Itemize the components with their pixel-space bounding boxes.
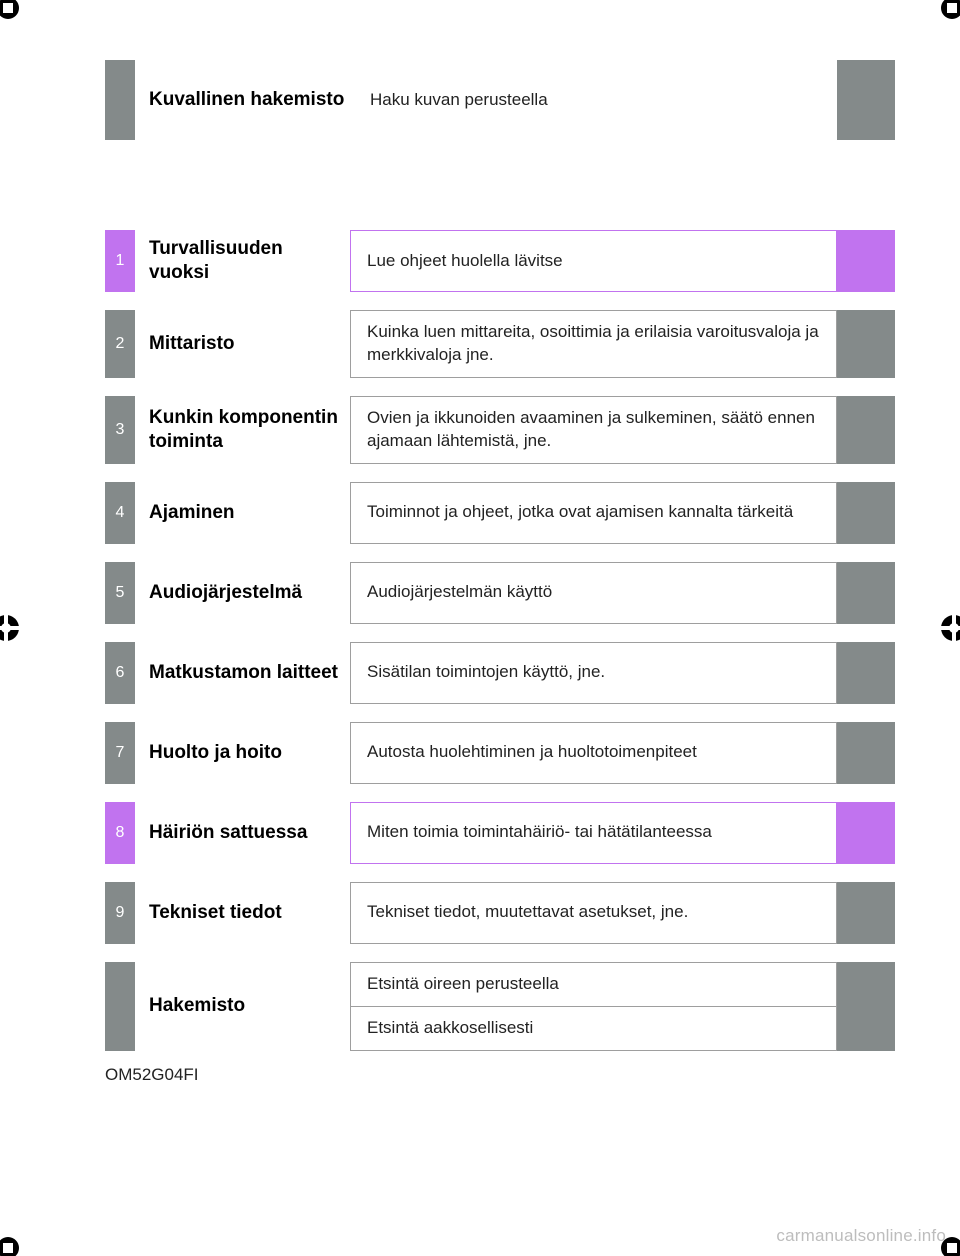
index-desc: Etsintä oireen perusteella bbox=[350, 962, 837, 1007]
section-number: 7 bbox=[105, 722, 135, 784]
index-desc: Etsintä aakkosellisesti bbox=[350, 1007, 837, 1051]
section-desc: Lue ohjeet huolella lävitse bbox=[350, 230, 837, 292]
section-end-tab bbox=[837, 310, 895, 378]
section-end-tab bbox=[837, 482, 895, 544]
section-title: Ajaminen bbox=[135, 482, 350, 544]
section-desc: Miten toimia toimintahäiriö- tai hätätil… bbox=[350, 802, 837, 864]
section-end-tab bbox=[837, 230, 895, 292]
section-row: 8 Häiriön sattuessa Miten toimia toimint… bbox=[105, 802, 895, 864]
header-title: Kuvallinen hakemisto bbox=[135, 60, 350, 140]
crop-mark-icon bbox=[0, 0, 40, 40]
section-title: Mittaristo bbox=[135, 310, 350, 378]
crop-mark-icon bbox=[920, 0, 960, 40]
section-title: Hakemisto bbox=[135, 962, 350, 1051]
section-title: Audiojärjestelmä bbox=[135, 562, 350, 624]
section-row: 1 Turvallisuuden vuoksi Lue ohjeet huole… bbox=[105, 230, 895, 292]
section-desc: Ovien ja ikkunoiden avaaminen ja sulkemi… bbox=[350, 396, 837, 464]
header-desc: Haku kuvan perusteella bbox=[350, 60, 837, 140]
section-desc: Kuinka luen mittareita, osoittimia ja er… bbox=[350, 310, 837, 378]
section-title: Tekniset tiedot bbox=[135, 882, 350, 944]
section-end-tab bbox=[837, 882, 895, 944]
section-number: 2 bbox=[105, 310, 135, 378]
section-desc: Toiminnot ja ohjeet, jotka ovat ajamisen… bbox=[350, 482, 837, 544]
section-number: 5 bbox=[105, 562, 135, 624]
crop-mark-icon bbox=[920, 608, 960, 648]
section-desc: Autosta huolehtiminen ja huoltotoimenpit… bbox=[350, 722, 837, 784]
section-title: Turvallisuuden vuoksi bbox=[135, 230, 350, 292]
section-end-tab bbox=[837, 642, 895, 704]
section-end-tab bbox=[837, 562, 895, 624]
section-end-tab bbox=[837, 802, 895, 864]
section-number: 1 bbox=[105, 230, 135, 292]
watermark-text: carmanualsonline.info bbox=[776, 1226, 946, 1246]
section-row: 7 Huolto ja hoito Autosta huolehtiminen … bbox=[105, 722, 895, 784]
header-end-tab bbox=[837, 60, 895, 140]
section-desc: Audiojärjestelmän käyttö bbox=[350, 562, 837, 624]
document-code: OM52G04FI bbox=[105, 1065, 895, 1085]
section-number: 8 bbox=[105, 802, 135, 864]
section-row: 5 Audiojärjestelmä Audiojärjestelmän käy… bbox=[105, 562, 895, 624]
index-row: Hakemisto Etsintä oireen perusteella Ets… bbox=[105, 962, 895, 1051]
page-content: Kuvallinen hakemisto Haku kuvan perustee… bbox=[105, 60, 895, 1085]
sections-list: 1 Turvallisuuden vuoksi Lue ohjeet huole… bbox=[105, 230, 895, 1051]
crop-mark-icon bbox=[0, 608, 40, 648]
section-row: 9 Tekniset tiedot Tekniset tiedot, muute… bbox=[105, 882, 895, 944]
section-row: 2 Mittaristo Kuinka luen mittareita, oso… bbox=[105, 310, 895, 378]
section-desc: Sisätilan toimintojen käyttö, jne. bbox=[350, 642, 837, 704]
header-row: Kuvallinen hakemisto Haku kuvan perustee… bbox=[105, 60, 895, 140]
section-end-tab bbox=[837, 396, 895, 464]
section-end-tab bbox=[837, 722, 895, 784]
section-number: 9 bbox=[105, 882, 135, 944]
section-title: Kunkin komponentin toiminta bbox=[135, 396, 350, 464]
section-title: Häiriön sattuessa bbox=[135, 802, 350, 864]
header-tab bbox=[105, 60, 135, 140]
crop-mark-icon bbox=[0, 1216, 40, 1256]
section-title: Matkustamon laitteet bbox=[135, 642, 350, 704]
section-number: 4 bbox=[105, 482, 135, 544]
index-desc-stack: Etsintä oireen perusteella Etsintä aakko… bbox=[350, 962, 837, 1051]
section-row: 6 Matkustamon laitteet Sisätilan toimint… bbox=[105, 642, 895, 704]
section-title: Huolto ja hoito bbox=[135, 722, 350, 784]
section-desc: Tekniset tiedot, muutettavat asetukset, … bbox=[350, 882, 837, 944]
section-end-tab bbox=[837, 962, 895, 1051]
section-number-blank bbox=[105, 962, 135, 1051]
section-number: 6 bbox=[105, 642, 135, 704]
section-row: 3 Kunkin komponentin toiminta Ovien ja i… bbox=[105, 396, 895, 464]
section-row: 4 Ajaminen Toiminnot ja ohjeet, jotka ov… bbox=[105, 482, 895, 544]
section-number: 3 bbox=[105, 396, 135, 464]
